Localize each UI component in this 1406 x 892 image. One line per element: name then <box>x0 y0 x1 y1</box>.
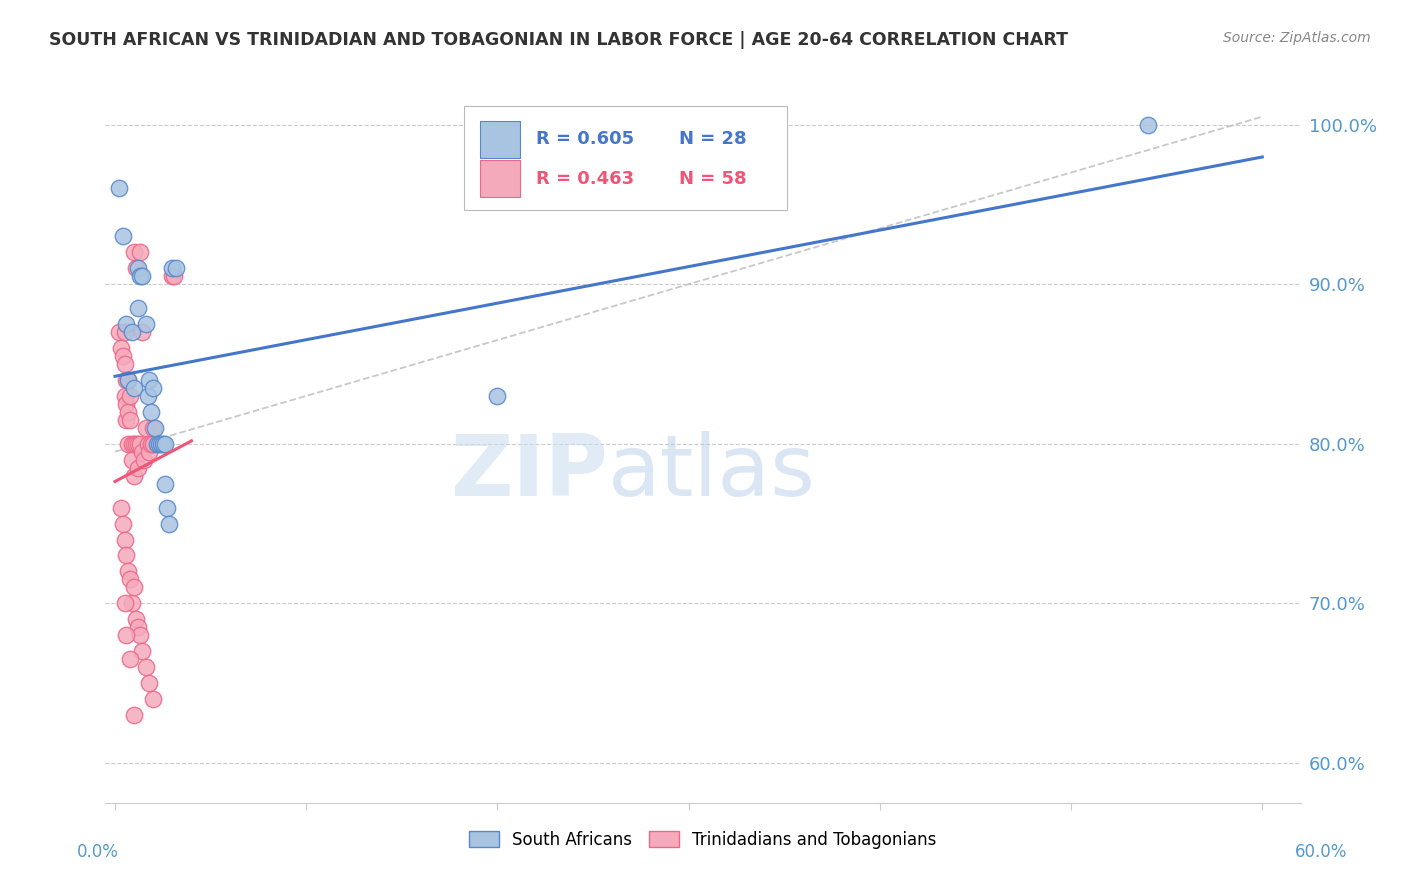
Point <box>111 516 134 531</box>
Point <box>162 261 184 276</box>
Text: Source: ZipAtlas.com: Source: ZipAtlas.com <box>1223 31 1371 45</box>
Point <box>131 325 153 339</box>
Text: SOUTH AFRICAN VS TRINIDADIAN AND TOBAGONIAN IN LABOR FORCE | AGE 20-64 CORRELATI: SOUTH AFRICAN VS TRINIDADIAN AND TOBAGON… <box>49 31 1069 49</box>
Point <box>141 436 163 450</box>
Point <box>141 405 163 419</box>
Point <box>122 580 145 594</box>
Point <box>1136 118 1159 132</box>
Point <box>127 620 149 634</box>
Point <box>114 596 136 610</box>
Point <box>117 373 139 387</box>
Point <box>163 269 186 284</box>
Point <box>125 612 148 626</box>
Point <box>128 436 150 450</box>
Point <box>121 325 143 339</box>
Point <box>117 405 139 419</box>
Point <box>136 389 159 403</box>
Point <box>156 500 179 515</box>
Point <box>121 596 143 610</box>
Point <box>114 357 136 371</box>
Point <box>142 692 165 706</box>
Point <box>122 436 145 450</box>
Point <box>115 549 138 563</box>
Point <box>138 373 160 387</box>
Point <box>138 444 160 458</box>
Point <box>121 436 143 450</box>
Text: 60.0%: 60.0% <box>1295 843 1347 861</box>
Point <box>114 325 136 339</box>
Point <box>115 413 138 427</box>
Point <box>122 708 145 723</box>
Point <box>128 245 150 260</box>
Point <box>153 476 176 491</box>
Point <box>131 644 153 658</box>
Point <box>142 421 165 435</box>
Point <box>111 349 134 363</box>
Text: N = 58: N = 58 <box>679 169 747 188</box>
Legend: South Africans, Trinidadians and Tobagonians: South Africans, Trinidadians and Tobagon… <box>463 824 943 855</box>
Point <box>120 389 142 403</box>
Point <box>120 652 142 666</box>
Point <box>115 397 138 411</box>
FancyBboxPatch shape <box>464 106 787 211</box>
Text: R = 0.605: R = 0.605 <box>536 130 634 148</box>
Point <box>142 436 165 450</box>
Point <box>165 261 187 276</box>
Point <box>135 660 157 674</box>
Point <box>110 500 132 515</box>
Point <box>108 325 131 339</box>
Point <box>125 436 148 450</box>
Point <box>128 628 150 642</box>
Text: R = 0.463: R = 0.463 <box>536 169 634 188</box>
Point <box>117 436 139 450</box>
Point <box>149 436 172 450</box>
Point <box>143 421 166 435</box>
Point <box>120 413 142 427</box>
Point <box>122 245 145 260</box>
Point <box>122 468 145 483</box>
Text: N = 28: N = 28 <box>679 130 747 148</box>
Point <box>115 628 138 642</box>
Point <box>125 261 148 276</box>
Point <box>114 533 136 547</box>
Text: atlas: atlas <box>607 431 815 514</box>
Point <box>127 436 149 450</box>
Point <box>148 436 170 450</box>
Point <box>162 269 184 284</box>
Point <box>486 389 509 403</box>
Point <box>152 436 174 450</box>
Point <box>146 436 169 450</box>
Point <box>132 452 155 467</box>
Point <box>122 381 145 395</box>
Text: 0.0%: 0.0% <box>77 843 120 861</box>
Point <box>127 261 149 276</box>
FancyBboxPatch shape <box>479 161 520 197</box>
Point <box>108 181 131 195</box>
Point <box>131 269 153 284</box>
Point <box>120 573 142 587</box>
Point <box>127 460 149 475</box>
Point <box>153 436 176 450</box>
Point <box>142 381 165 395</box>
Point <box>128 269 150 284</box>
Text: ZIP: ZIP <box>450 431 607 514</box>
Point <box>117 565 139 579</box>
Point <box>157 516 180 531</box>
Point <box>121 452 143 467</box>
Point <box>114 389 136 403</box>
Point <box>115 373 138 387</box>
FancyBboxPatch shape <box>479 120 520 158</box>
Point <box>127 301 149 315</box>
Point <box>138 676 160 690</box>
Point <box>136 436 159 450</box>
Point <box>131 444 153 458</box>
Point <box>117 373 139 387</box>
Point <box>135 421 157 435</box>
Point <box>115 317 138 331</box>
Point <box>110 341 132 355</box>
Point <box>135 317 157 331</box>
Point <box>111 229 134 244</box>
